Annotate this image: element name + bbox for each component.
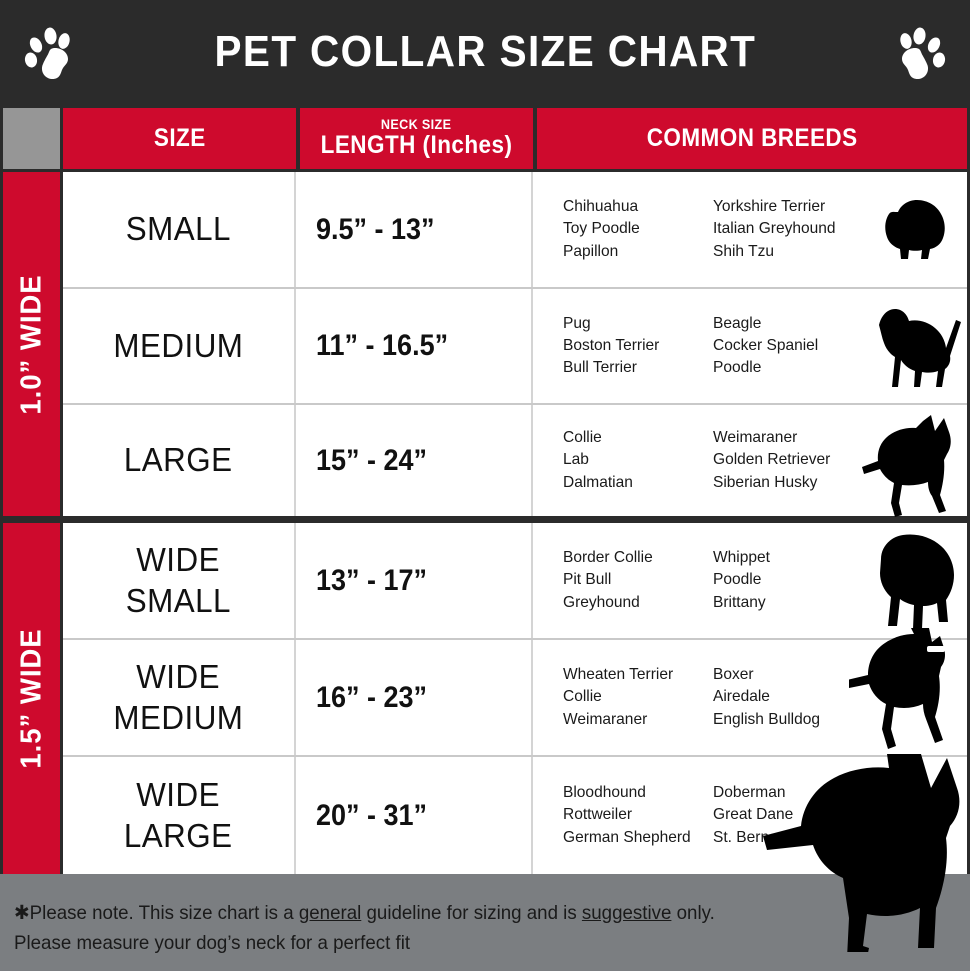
cell-common-breeds: Collie Lab Dalmatian Weimaraner Golden R… — [533, 405, 967, 517]
cell-length: 9.5” - 13” — [296, 172, 533, 287]
column-header-common-breeds: COMMON BREEDS — [537, 108, 967, 169]
width-group-label-1-inch: 1.0” WIDE — [3, 172, 60, 516]
cell-size: WIDE LARGE — [63, 757, 296, 874]
breed-column-1: Wheaten Terrier Collie Weimaraner — [563, 666, 674, 728]
breed-column-2: Beagle Cocker Spaniel Poodle — [713, 314, 819, 377]
cell-common-breeds: Wheaten Terrier Collie Weimaraner Boxer … — [533, 628, 967, 755]
footer-line-2: Please measure your dog’s neck for a per… — [14, 932, 411, 955]
cell-size: SMALL — [63, 172, 296, 287]
table-row[interactable]: WIDE SMALL 13” - 17” Border Collie Pit B… — [63, 523, 967, 640]
breed-column-2: Doberman Great Dane St. Bernard — [713, 784, 794, 846]
cell-length: 15” - 24” — [296, 405, 533, 516]
page-title: PET COLLAR SIZE CHART — [214, 27, 756, 76]
column-header-size: SIZE — [63, 108, 296, 169]
paw-print-icon — [900, 27, 946, 80]
cell-size: WIDE MEDIUM — [63, 640, 296, 755]
cell-common-breeds: Bloodhound Rottweiler German Shepherd Do… — [533, 757, 967, 874]
breed-column-2: Whippet Poodle Brittany — [713, 549, 770, 611]
frame-left — [0, 104, 3, 874]
footer-text-part-1: ✱Please note. This size chart is a — [14, 902, 299, 924]
footer-line-1: ✱Please note. This size chart is a gener… — [14, 898, 918, 928]
footer-text-part-2: guideline for sizing and is — [361, 902, 582, 924]
header-corner-cell — [3, 108, 60, 169]
column-header-length: NECK SIZE LENGTH (Inches) — [300, 108, 533, 169]
cell-length: 16” - 23” — [296, 640, 533, 755]
table-row[interactable]: LARGE 15” - 24” Collie Lab Dalmatian Wei… — [63, 405, 967, 523]
breed-column-1: Bloodhound Rottweiler German Shepherd — [563, 784, 691, 846]
cell-size: LARGE — [63, 405, 296, 516]
bulldog-silhouette-icon — [880, 534, 954, 629]
pomeranian-silhouette-icon — [885, 200, 945, 259]
footer-underline-suggestive: suggestive — [581, 902, 672, 924]
table-row[interactable]: SMALL 9.5” - 13” Chihuahua Toy Poodle Pa… — [63, 172, 967, 289]
cell-common-breeds: Border Collie Pit Bull Greyhound Whippet… — [533, 523, 967, 638]
footer-note: ✱Please note. This size chart is a gener… — [0, 874, 970, 971]
breed-column-1: Chihuahua Toy Poodle Papillon — [563, 198, 640, 260]
table-row[interactable]: MEDIUM 11” - 16.5” Pug Boston Terrier Bu… — [63, 289, 967, 405]
paw-print-icon — [24, 27, 70, 80]
cell-common-breeds: Chihuahua Toy Poodle Papillon Yorkshire … — [533, 172, 967, 287]
footer-text-part-3: only. — [671, 902, 715, 924]
table-body: SMALL 9.5” - 13” Chihuahua Toy Poodle Pa… — [63, 172, 967, 874]
breed-column-2: Boxer Airedale English Bulldog — [713, 666, 820, 728]
breed-column-2: Weimaraner Golden Retriever Siberian Hus… — [713, 429, 831, 491]
cell-size: WIDE SMALL — [63, 523, 296, 638]
frame-right — [967, 104, 970, 874]
breed-column-2: Yorkshire Terrier Italian Greyhound Shih… — [713, 198, 836, 260]
cell-size: MEDIUM — [63, 289, 296, 403]
breed-column-1: Collie Lab Dalmatian — [563, 429, 633, 491]
chart-header: PET COLLAR SIZE CHART — [0, 0, 970, 104]
table-header-row: SIZE NECK SIZE LENGTH (Inches) COMMON BR… — [0, 104, 970, 170]
cell-common-breeds: Pug Boston Terrier Bull Terrier Beagle C… — [533, 289, 967, 403]
footer-underline-general: general — [298, 902, 362, 924]
width-group-label-1-5-inch: 1.5” WIDE — [3, 523, 60, 874]
breed-column-1: Pug Boston Terrier Bull Terrier — [563, 314, 660, 377]
cell-length: 20” - 31” — [296, 757, 533, 874]
cell-length: 13” - 17” — [296, 523, 533, 638]
cell-length: 11” - 16.5” — [296, 289, 533, 403]
breed-column-1: Border Collie Pit Bull Greyhound — [563, 549, 653, 611]
table-row[interactable]: WIDE MEDIUM 16” - 23” Wheaten Terrier Co… — [63, 628, 967, 757]
table-row[interactable]: WIDE LARGE 20” - 31” Bloodhound Rottweil… — [63, 757, 967, 874]
